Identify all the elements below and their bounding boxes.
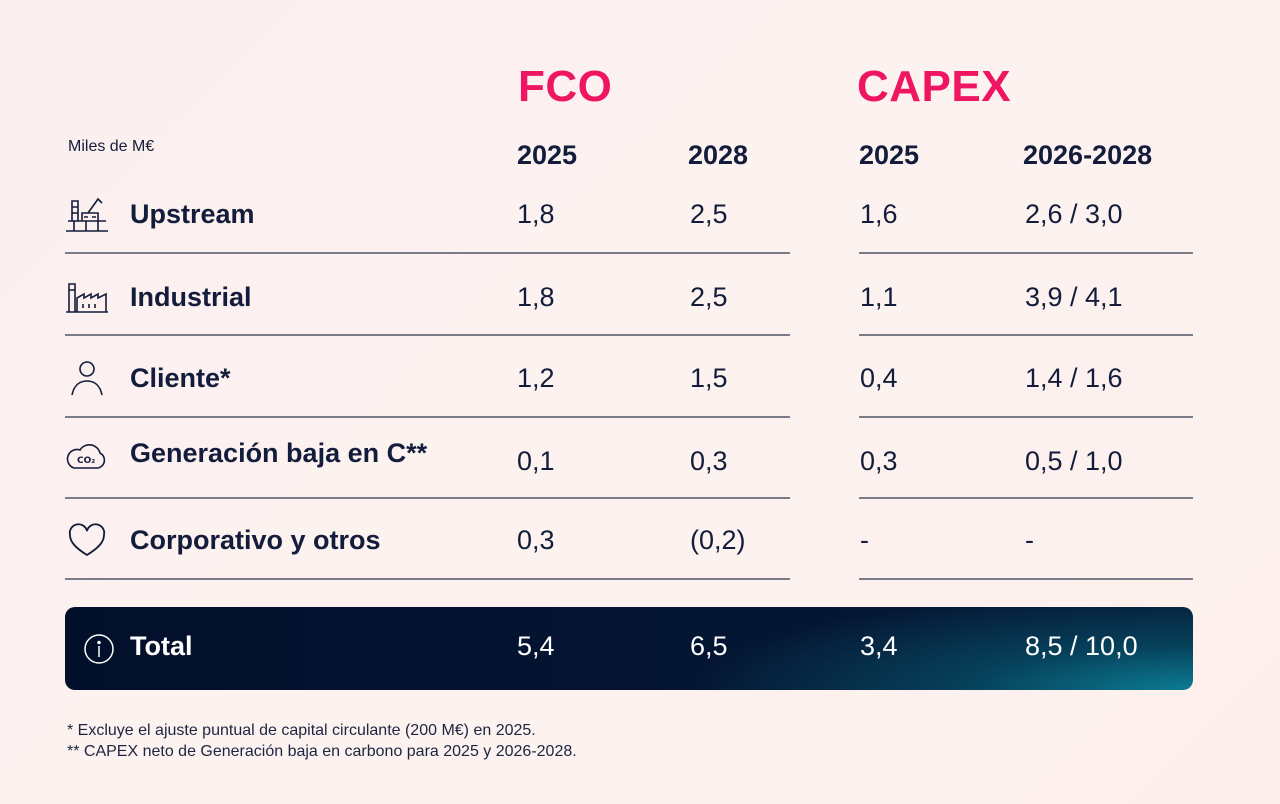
footnote: * Excluye el ajuste puntual de capital c… (67, 722, 536, 739)
divider (859, 497, 1193, 499)
cell-value: 0,4 (860, 363, 898, 393)
cell-value: 1,5 (690, 363, 728, 393)
cell-value: 1,2 (517, 363, 555, 393)
cell-value: 0,3 (860, 446, 898, 476)
divider (65, 252, 790, 254)
total-value: 3,4 (860, 631, 898, 661)
divider (65, 334, 790, 336)
capex-header: CAPEX (857, 62, 1012, 111)
info-icon (84, 634, 114, 664)
cell-value: 1,8 (517, 199, 555, 229)
co2-cloud-icon: CO₂ (66, 444, 106, 469)
table-row: Corporativo y otros 0,3 (0,2) - - (0, 521, 1280, 561)
divider (859, 252, 1193, 254)
table-row: CO₂ Generación baja en C** 0,1 0,3 0,3 0… (0, 434, 1280, 476)
row-label: Cliente* (130, 363, 231, 393)
row-label: Generación baja en C** (130, 438, 428, 468)
row-label: Corporativo y otros (130, 525, 381, 555)
total-label: Total (130, 631, 193, 661)
svg-text:CO₂: CO₂ (77, 456, 95, 466)
total-value: 8,5 / 10,0 (1025, 631, 1138, 661)
cell-value: - (1025, 525, 1034, 555)
cell-value: 2,5 (690, 282, 728, 312)
factory-icon (66, 283, 108, 313)
table-row: Industrial 1,8 2,5 1,1 3,9 / 4,1 (0, 278, 1280, 318)
cell-value: 0,3 (690, 446, 728, 476)
fco-year-2025: 2025 (517, 140, 578, 170)
unit-label: Miles de M€ (68, 138, 155, 155)
table-row: Cliente* 1,2 1,5 0,4 1,4 / 1,6 (0, 359, 1280, 399)
capex-year-2025: 2025 (859, 140, 920, 170)
cell-value: 0,5 / 1,0 (1025, 446, 1123, 476)
divider (859, 334, 1193, 336)
cell-value: 1,8 (517, 282, 555, 312)
person-icon (71, 361, 103, 396)
cell-value: (0,2) (690, 525, 746, 555)
cell-value: 3,9 / 4,1 (1025, 282, 1123, 312)
cell-value: 1,6 (860, 199, 898, 229)
divider (65, 416, 790, 418)
divider (859, 416, 1193, 418)
capex-year-2026-2028: 2026-2028 (1023, 140, 1153, 170)
cell-value: 0,1 (517, 446, 555, 476)
fco-year-2028: 2028 (688, 140, 749, 170)
total-value: 6,5 (690, 631, 728, 661)
row-label: Industrial (130, 282, 252, 312)
total-row: Total 5,4 6,5 3,4 8,5 / 10,0 (65, 607, 1193, 690)
cell-value: 2,5 (690, 199, 728, 229)
cell-value: - (860, 525, 869, 555)
cell-value: 1,1 (860, 282, 898, 312)
total-value: 5,4 (517, 631, 555, 661)
footnote: ** CAPEX neto de Generación baja en carb… (67, 743, 577, 760)
divider (65, 497, 790, 499)
divider (65, 578, 790, 580)
row-label: Upstream (130, 199, 255, 229)
fco-header: FCO (518, 62, 613, 111)
cell-value: 0,3 (517, 525, 555, 555)
divider (859, 578, 1193, 580)
cell-value: 2,6 / 3,0 (1025, 199, 1123, 229)
cell-value: 1,4 / 1,6 (1025, 363, 1123, 393)
oil-platform-icon (66, 197, 108, 232)
table-row: Upstream 1,8 2,5 1,6 2,6 / 3,0 (0, 195, 1280, 235)
heart-icon (68, 523, 106, 557)
